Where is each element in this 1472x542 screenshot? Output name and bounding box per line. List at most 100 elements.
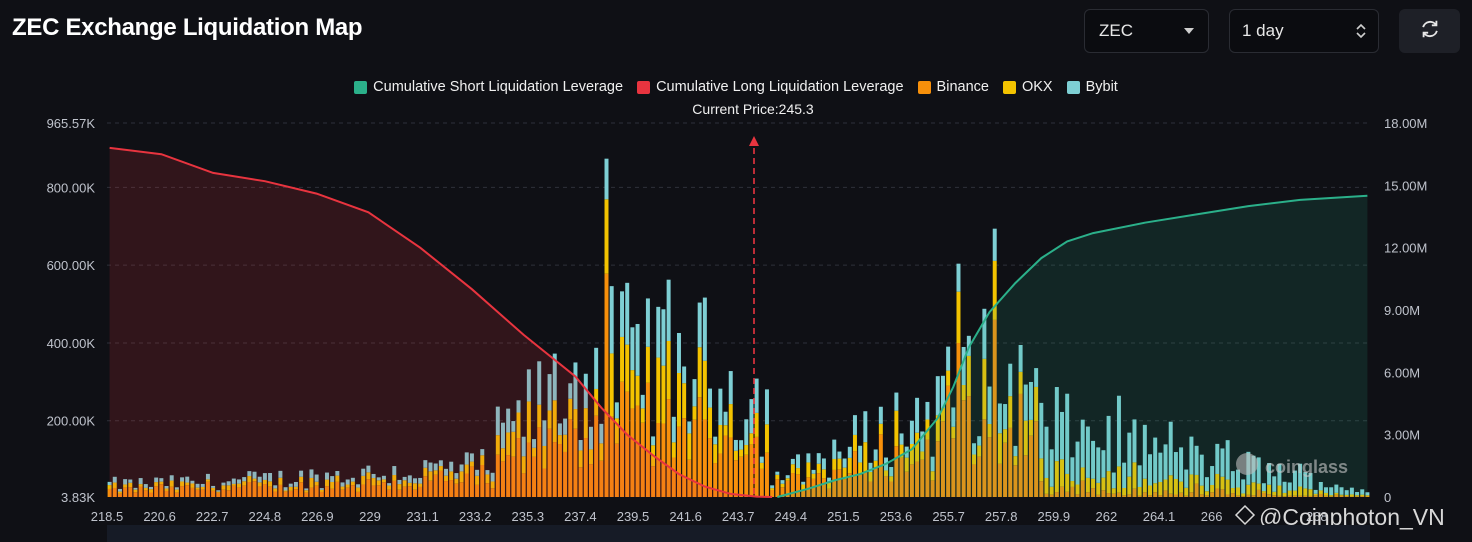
coinglass-logo-icon xyxy=(1236,453,1258,475)
bar-bybit xyxy=(1153,437,1158,484)
bar-bybit xyxy=(692,379,697,407)
bar-binance xyxy=(671,457,676,497)
bar-bybit xyxy=(1091,440,1096,479)
bar-binance xyxy=(588,464,593,497)
bar-bybit xyxy=(221,482,226,486)
bar-binance xyxy=(138,486,143,497)
bar-okx xyxy=(469,461,474,467)
coinglass-watermark: coinglass xyxy=(1236,453,1348,477)
bar-okx xyxy=(1111,488,1116,494)
bar-bybit xyxy=(1339,487,1344,495)
bar-bybit xyxy=(801,481,806,485)
chart-zoom-bar[interactable] xyxy=(107,525,1370,542)
refresh-button[interactable] xyxy=(1399,9,1460,53)
bar-binance xyxy=(387,489,392,497)
legend-short-cumulative[interactable]: Cumulative Short Liquidation Leverage xyxy=(354,79,623,95)
bar-bybit xyxy=(1101,450,1106,478)
bar-bybit xyxy=(718,388,723,425)
bar-bybit xyxy=(1355,492,1360,496)
bar-bybit xyxy=(1230,471,1235,489)
bar-binance xyxy=(557,444,562,497)
bar-binance xyxy=(521,473,526,497)
bar-binance xyxy=(526,442,531,497)
bar-okx xyxy=(128,482,133,488)
bar-okx xyxy=(335,475,340,482)
bar-okx xyxy=(366,472,371,480)
bar-bybit xyxy=(987,386,992,425)
bar-binance xyxy=(475,484,480,497)
bar-binance xyxy=(754,436,759,497)
bar-binance xyxy=(1303,495,1308,497)
bar-bybit xyxy=(1008,363,1013,397)
bar-okx xyxy=(1267,484,1272,495)
bar-binance xyxy=(1282,496,1287,497)
bar-bybit xyxy=(1313,489,1318,494)
legend-long-cumulative[interactable]: Cumulative Long Liquidation Leverage xyxy=(637,79,904,95)
bar-bybit xyxy=(625,282,630,345)
bar-binance xyxy=(827,488,832,497)
legend-bybit[interactable]: Bybit xyxy=(1066,79,1118,95)
bar-binance xyxy=(366,479,371,497)
bar-okx xyxy=(361,475,366,485)
bar-binance xyxy=(247,481,252,497)
bar-binance xyxy=(930,480,935,497)
bar-okx xyxy=(625,344,630,392)
bar-binance xyxy=(480,465,485,497)
bar-bybit xyxy=(314,474,319,482)
bar-binance xyxy=(169,486,174,497)
time-range-value: 1 day xyxy=(1242,21,1284,40)
bar-bybit xyxy=(744,419,749,446)
bar-bybit xyxy=(620,291,625,337)
short-cumulative-area xyxy=(777,195,1368,497)
time-range-select[interactable]: 1 day xyxy=(1229,9,1379,53)
bar-binance xyxy=(1111,493,1116,497)
bar-binance xyxy=(1173,494,1178,497)
bar-okx xyxy=(1106,471,1111,494)
legend-binance[interactable]: Binance xyxy=(917,79,989,95)
bar-binance xyxy=(1096,494,1101,497)
bar-binance xyxy=(335,481,340,497)
bar-okx xyxy=(728,404,733,438)
bar-okx xyxy=(1184,487,1189,496)
bar-okx xyxy=(1324,492,1328,496)
bar-bybit xyxy=(1318,481,1323,491)
bar-okx xyxy=(1132,462,1137,489)
bar-okx xyxy=(578,450,583,468)
bar-bybit xyxy=(164,486,169,489)
x-tick-label: 253.6 xyxy=(880,509,913,524)
bar-binance xyxy=(1023,455,1028,497)
refresh-icon xyxy=(1419,18,1441,45)
coin-select[interactable]: ZEC xyxy=(1084,9,1209,53)
x-tick-label: 243.7 xyxy=(722,509,755,524)
bar-bybit xyxy=(143,484,148,488)
bar-binance xyxy=(407,486,412,497)
bar-binance xyxy=(1034,421,1039,497)
bar-okx xyxy=(1246,484,1251,495)
y-right-tick-label: 15.00M xyxy=(1384,178,1427,193)
bar-okx xyxy=(1308,489,1313,496)
bar-binance xyxy=(221,489,226,497)
bar-binance xyxy=(1044,493,1049,497)
bar-okx xyxy=(884,470,889,477)
bar-okx xyxy=(863,442,868,472)
bar-bybit xyxy=(1215,443,1220,474)
bar-okx xyxy=(371,478,376,486)
bar-bybit xyxy=(1003,404,1008,430)
bar-bybit xyxy=(1277,463,1282,486)
bar-okx xyxy=(609,353,614,417)
bar-binance xyxy=(578,467,583,497)
bar-binance xyxy=(692,419,697,497)
x-tick-label: 233.2 xyxy=(459,509,492,524)
bar-okx xyxy=(1096,482,1101,495)
legend-okx[interactable]: OKX xyxy=(1002,79,1053,95)
bar-okx xyxy=(1349,494,1354,497)
x-tick-label: 226.9 xyxy=(301,509,334,524)
bar-bybit xyxy=(356,484,361,488)
bar-okx xyxy=(992,260,997,320)
legend-label: Bybit xyxy=(1085,79,1118,95)
bar-bybit xyxy=(485,470,490,475)
bar-bybit xyxy=(268,473,273,482)
bar-bybit xyxy=(604,158,609,200)
bar-okx xyxy=(811,473,816,479)
